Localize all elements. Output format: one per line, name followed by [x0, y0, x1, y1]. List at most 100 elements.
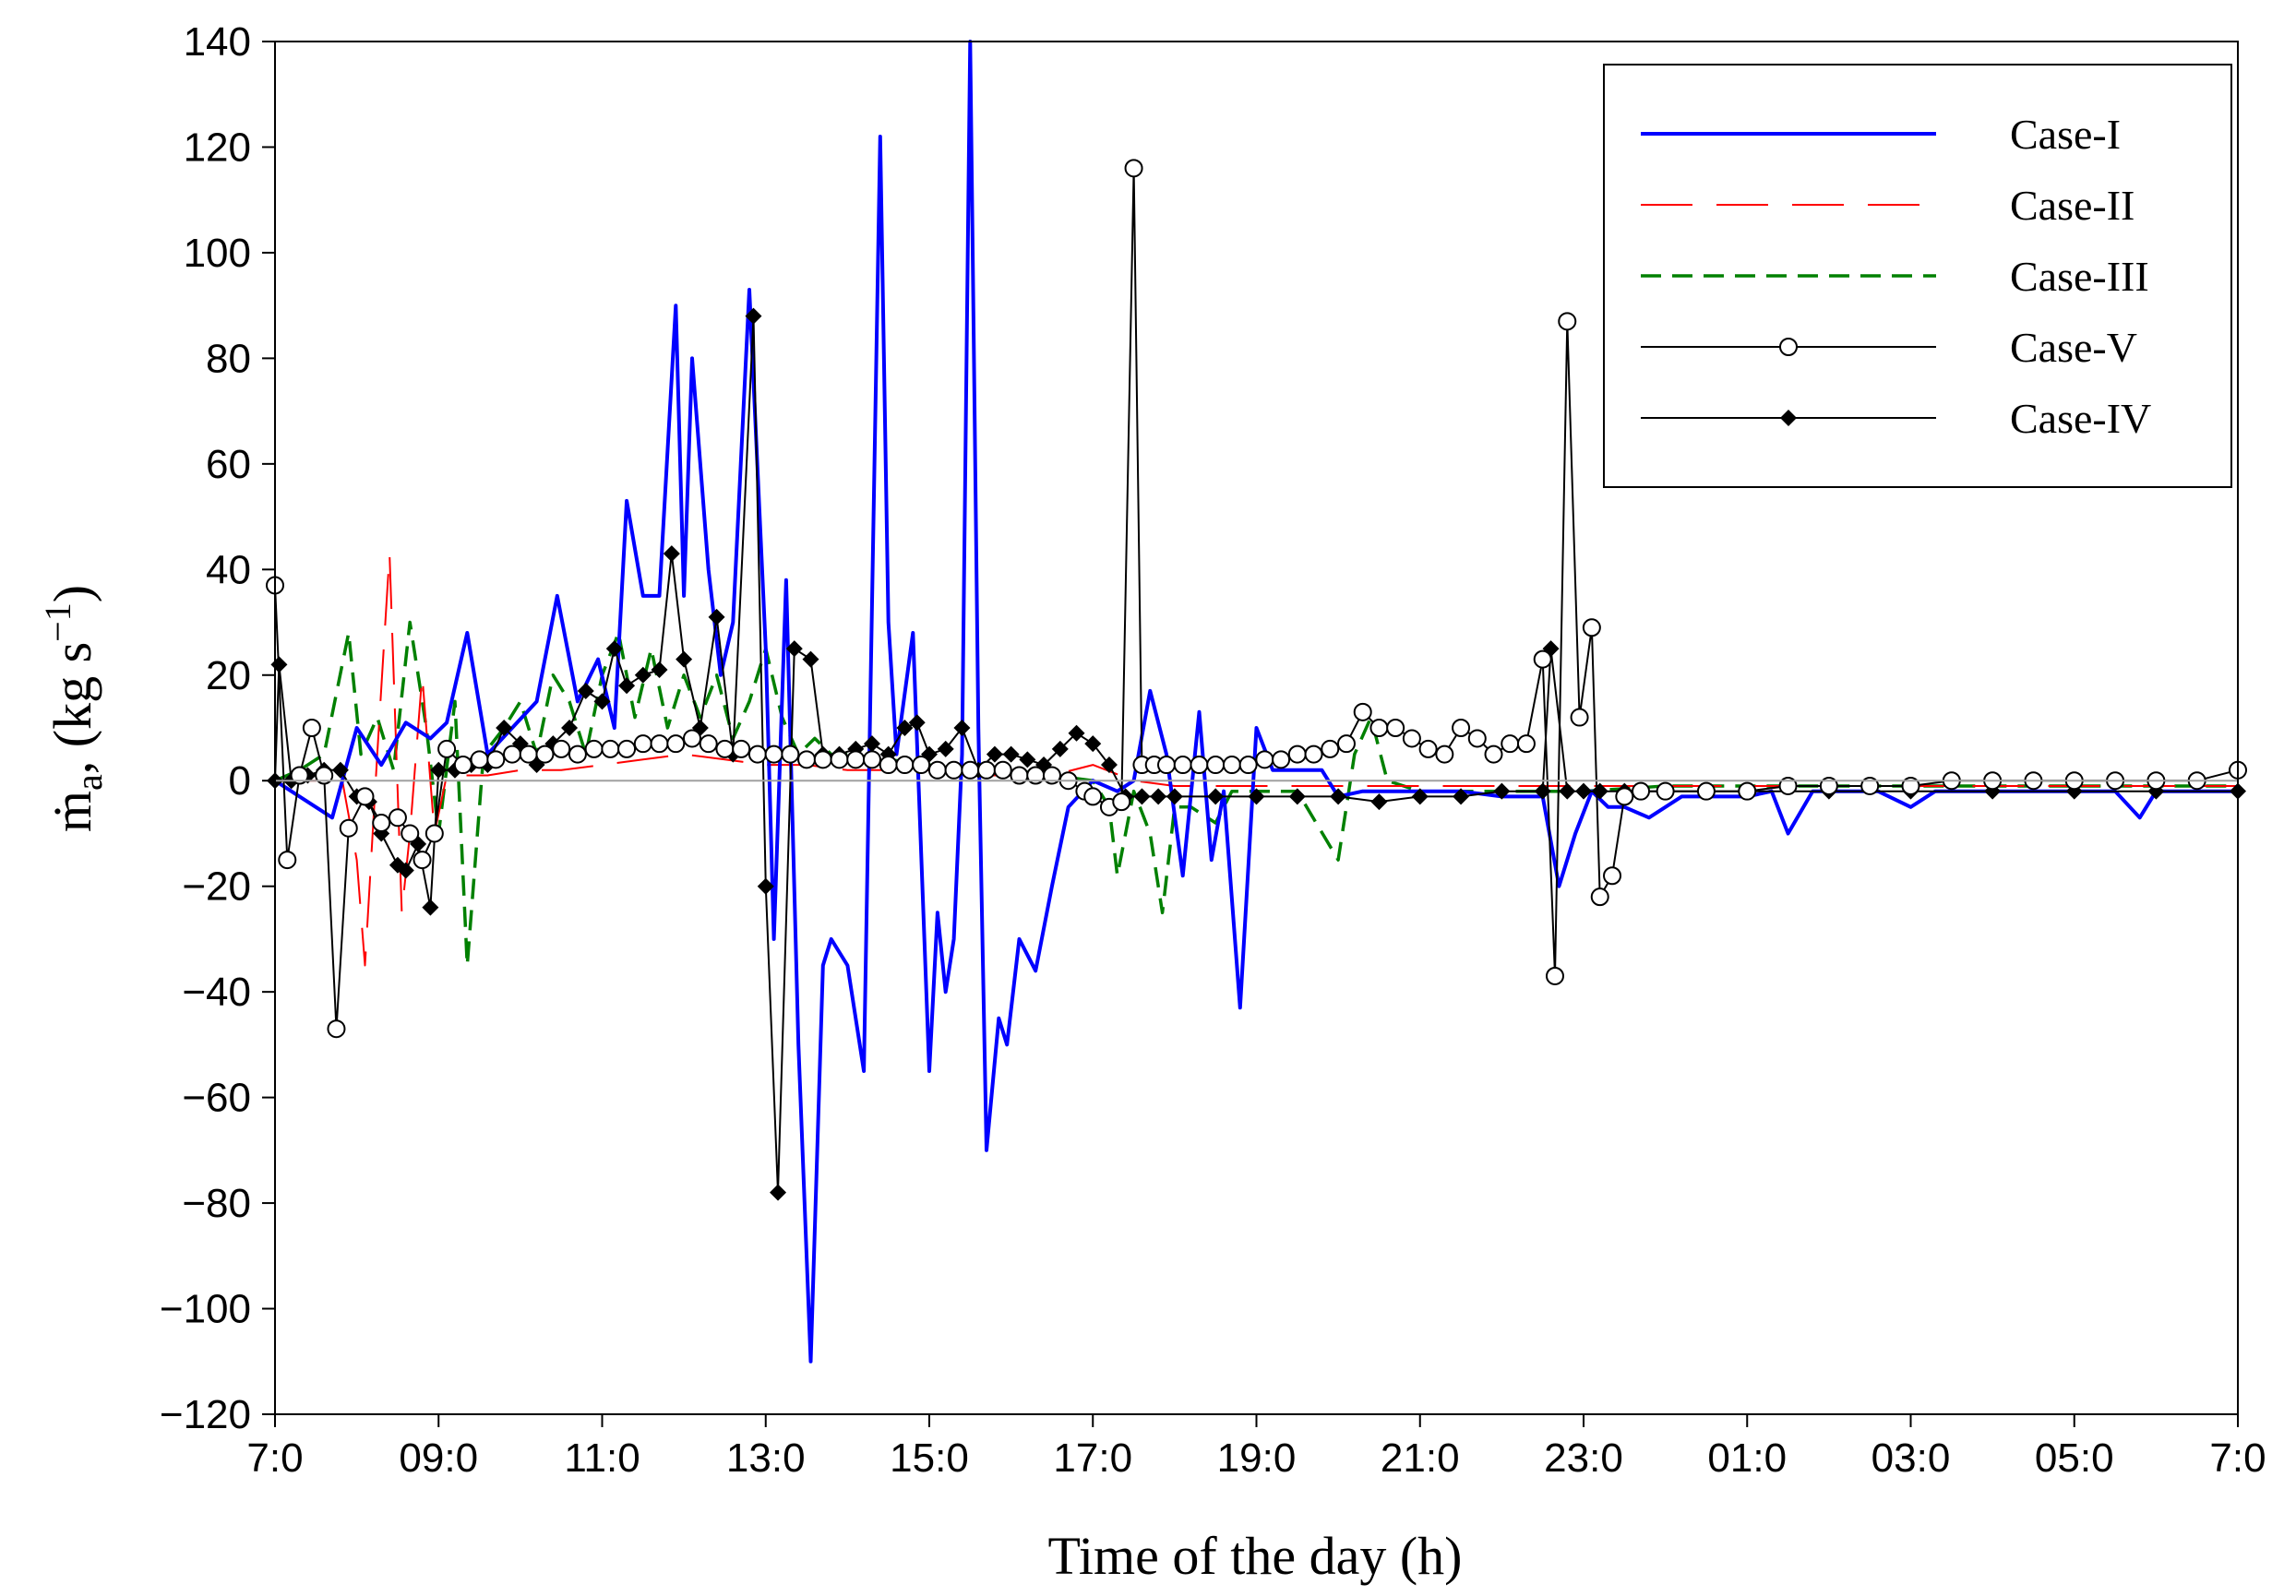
y-tick-label: 120 — [184, 125, 251, 170]
x-tick-label: 21:0 — [1381, 1435, 1460, 1481]
data-point-case-v — [715, 739, 735, 758]
data-point-case-v — [1304, 744, 1323, 764]
data-point-case-v — [1042, 766, 1061, 785]
data-point-case-iv — [1330, 788, 1347, 805]
y-tick-label: 80 — [206, 336, 251, 381]
data-point-case-v — [1615, 787, 1634, 806]
data-point-case-v — [781, 744, 800, 764]
data-point-case-v — [1590, 887, 1609, 907]
x-tick-label: 13:0 — [726, 1435, 806, 1481]
data-point-case-v — [732, 739, 751, 758]
data-point-case-iv — [770, 1184, 787, 1201]
data-point-case-v — [633, 734, 652, 754]
legend-label: Case-III — [2010, 253, 2149, 300]
y-axis-title-superscript: −1 — [37, 602, 78, 642]
data-point-case-iv — [1051, 740, 1069, 757]
data-point-case-v — [813, 750, 832, 769]
legend-marker — [1780, 410, 1797, 426]
data-point-case-iv — [663, 545, 680, 563]
data-point-case-v — [1112, 792, 1131, 812]
y-tick-label: 140 — [184, 19, 251, 65]
legend-item-case-i: Case-I — [1641, 111, 2121, 158]
y-axis: 140 120 100 80 60 40 20 0 −20 −40 −60 −80 −100 −120 — [160, 19, 275, 1437]
data-point-case-v — [1402, 729, 1421, 748]
data-point-case-v — [764, 744, 783, 764]
y-axis-title-symbol: ṁ — [42, 791, 102, 832]
x-tick-label: 05:0 — [2035, 1435, 2114, 1481]
data-point-case-v — [1369, 719, 1389, 737]
data-point-case-iv — [1559, 782, 1576, 800]
data-point-case-iv — [1084, 735, 1102, 753]
y-axis-title-units: , (kg s — [42, 642, 102, 774]
data-point-case-iv — [422, 899, 439, 916]
data-point-case-v — [1819, 776, 1838, 795]
data-point-case-v — [1570, 708, 1589, 727]
data-point-case-v — [1321, 739, 1340, 758]
data-point-case-v — [437, 739, 457, 758]
data-point-case-v — [372, 814, 391, 833]
data-point-case-v — [413, 851, 432, 870]
x-tick-label: 7:0 — [246, 1435, 303, 1481]
data-point-case-v — [747, 744, 767, 764]
data-point-case-v — [1255, 750, 1274, 769]
y-axis-title-subscript: a — [68, 774, 110, 791]
y-tick-label: −80 — [182, 1181, 251, 1226]
data-point-case-v — [879, 756, 898, 775]
data-point-case-v — [993, 760, 1012, 780]
data-point-case-v — [1501, 734, 1520, 754]
data-point-case-iv — [1166, 788, 1183, 805]
data-point-case-v — [650, 734, 669, 754]
data-point-case-v — [830, 750, 849, 769]
data-point-case-v — [1533, 649, 1552, 669]
data-point-case-v — [1484, 744, 1503, 764]
legend-label: Case-V — [2010, 324, 2137, 371]
legend: Case-I Case-II Case-III Case-V Case-IV — [1603, 64, 2232, 488]
data-point-case-iv — [1133, 788, 1151, 805]
y-tick-label: −120 — [160, 1392, 251, 1437]
series-line-case-iii — [274, 620, 2238, 968]
data-point-case-v — [470, 750, 489, 769]
data-point-case-v — [290, 766, 309, 785]
data-point-case-v — [846, 750, 866, 769]
data-point-case-v — [425, 824, 444, 843]
data-point-case-iv — [1493, 782, 1511, 800]
data-point-case-iv — [496, 720, 513, 736]
y-axis-title: ṁa, (kg s−1) — [37, 585, 110, 832]
y-tick-label: 20 — [206, 653, 251, 698]
y-tick-label: 100 — [184, 231, 251, 276]
data-point-case-v — [519, 744, 538, 764]
legend-label: Case-II — [2010, 182, 2135, 229]
data-point-case-v — [315, 766, 334, 785]
data-point-case-v — [1656, 781, 1675, 801]
x-axis: 7:0 09:0 11:0 13:0 15:0 17:0 19:0 21:0 23:0 01:0 0… — [246, 1414, 2266, 1481]
data-point-case-v — [1696, 781, 1716, 801]
data-point-case-iv — [986, 745, 1003, 763]
data-point-case-iv — [331, 761, 349, 779]
data-point-case-iv — [577, 682, 594, 699]
x-tick-label: 17:0 — [1053, 1435, 1132, 1481]
y-tick-label: 40 — [206, 547, 251, 592]
plot-series-group — [266, 40, 2247, 1364]
data-point-case-v — [1222, 756, 1241, 775]
data-point-case-v — [1238, 756, 1258, 775]
data-point-case-iv — [1002, 745, 1020, 763]
data-point-case-iv — [908, 714, 926, 732]
data-point-case-iv — [1453, 788, 1470, 805]
data-point-case-v — [1467, 729, 1487, 748]
data-point-case-iv — [1068, 724, 1085, 742]
x-tick-label: 7:0 — [2209, 1435, 2266, 1481]
data-point-case-v — [535, 744, 555, 764]
data-point-case-v — [453, 756, 472, 775]
data-point-case-v — [699, 734, 718, 754]
y-tick-label: 60 — [206, 442, 251, 487]
data-point-case-iv — [651, 661, 668, 679]
data-point-case-v — [401, 824, 420, 843]
data-point-case-v — [1336, 734, 1356, 754]
y-tick-label: −40 — [182, 970, 251, 1015]
legend-item-case-v: Case-V — [1641, 324, 2137, 371]
data-point-case-v — [327, 1019, 346, 1039]
x-axis-title: Time of the day (h) — [1048, 1526, 1463, 1586]
y-tick-label: −20 — [182, 864, 251, 910]
data-point-case-iv — [561, 720, 579, 736]
